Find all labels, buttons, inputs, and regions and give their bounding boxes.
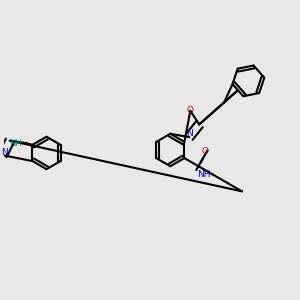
Text: NH: NH bbox=[10, 139, 22, 148]
Text: NH: NH bbox=[197, 170, 211, 179]
Text: N: N bbox=[186, 129, 193, 138]
Text: N: N bbox=[1, 148, 7, 158]
Text: O: O bbox=[187, 106, 194, 116]
Text: O: O bbox=[202, 147, 209, 156]
